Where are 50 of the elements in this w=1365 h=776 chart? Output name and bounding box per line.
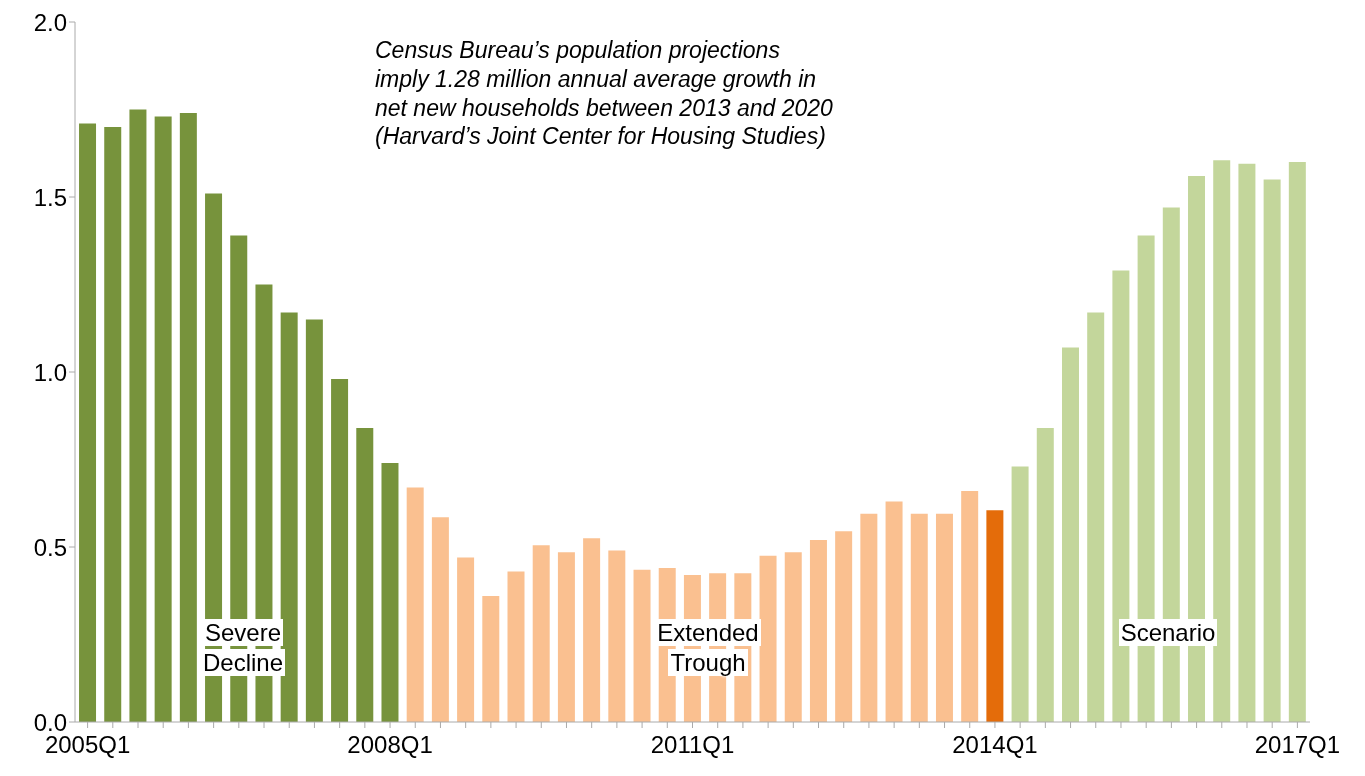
x-tick-label: 2011Q1: [650, 731, 735, 759]
bar: [608, 550, 626, 722]
bar: [381, 463, 399, 722]
y-tick-label: 1.0: [33, 358, 67, 386]
bar: [633, 569, 651, 722]
bar: [532, 545, 550, 722]
annotation: Severe Decline: [201, 619, 284, 676]
bar: [759, 555, 777, 722]
bar: [583, 538, 601, 722]
bar: [331, 379, 349, 722]
bar: [104, 127, 122, 722]
bar: [784, 552, 802, 722]
bar: [1087, 312, 1105, 722]
bar: [129, 109, 147, 722]
bar: [1036, 428, 1054, 722]
bar: [557, 552, 575, 722]
bar: [406, 487, 424, 722]
bar: [986, 510, 1004, 722]
bar: [1238, 163, 1256, 722]
x-tick-label: 2014Q1: [952, 731, 1038, 759]
bar: [356, 428, 374, 722]
bar: [507, 571, 525, 722]
bar: [809, 540, 827, 722]
bar: [431, 517, 449, 722]
bar: [179, 113, 197, 722]
bar: [154, 116, 172, 722]
annotation: Scenario: [1118, 619, 1218, 646]
bar: [1011, 466, 1029, 722]
bar: [835, 531, 853, 722]
bar: [1061, 347, 1079, 722]
y-tick-label: 1.5: [33, 183, 67, 211]
x-tick-label: 2008Q1: [347, 731, 433, 759]
bar: [1263, 179, 1281, 722]
bar: [305, 319, 323, 722]
bar: [910, 513, 928, 722]
bar: [280, 312, 298, 722]
bar: [961, 491, 979, 722]
bar: [457, 557, 475, 722]
bar: [885, 501, 903, 722]
bar: [79, 123, 97, 722]
x-tick-label: 2017Q1: [1254, 731, 1341, 759]
bar: [860, 513, 878, 722]
bar: [1288, 162, 1306, 722]
y-tick-label: 2.0: [33, 8, 67, 36]
bar: [482, 596, 500, 722]
bar: [1213, 160, 1231, 722]
annotation: Census Bureau’s population projections imply 1.28 million annual average growth in net new households between 2013 and 2020 (Harvard’s Joint Center for Housing Studies): [374, 37, 834, 150]
y-tick-label: 0.5: [33, 533, 67, 561]
bar: [935, 513, 953, 722]
annotation: Extended Trough: [656, 619, 760, 676]
